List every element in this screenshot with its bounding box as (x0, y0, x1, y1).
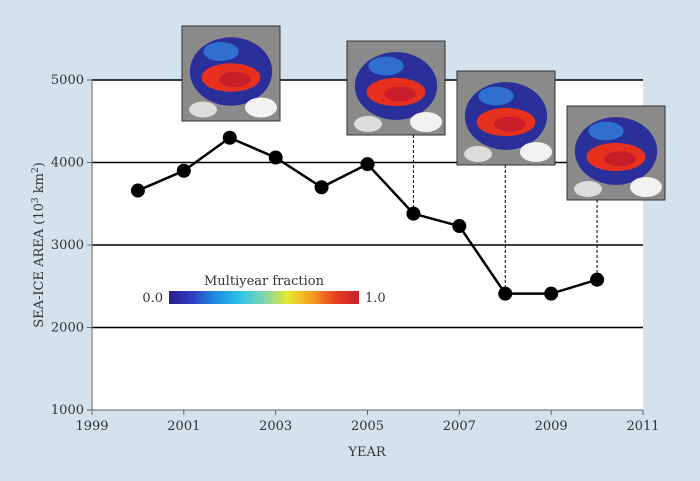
y-tick-label-2000: 2000 (51, 321, 84, 336)
map-land-mass (245, 97, 277, 118)
map-2010 (566, 105, 666, 201)
data-point-2000 (130, 183, 145, 198)
y-axis-label-main: SEA-ICE AREA (10 (32, 203, 47, 328)
map-2002 (181, 25, 281, 122)
x-tick-label-2009: 2009 (535, 419, 568, 434)
x-tick-label-2003: 2003 (259, 419, 292, 434)
map-land-mass (520, 142, 552, 162)
y-axis-label-sup: 3 (31, 197, 41, 203)
data-point-2010 (590, 272, 605, 287)
map-land-mass (574, 181, 602, 197)
data-point-2002 (222, 130, 237, 145)
data-point-2005 (360, 157, 375, 172)
y-axis-label-sup2: 2 (31, 167, 41, 173)
map-land-mass (464, 146, 492, 162)
map-thin-ice (203, 42, 239, 61)
x-axis-label: YEAR (347, 445, 386, 460)
map-2006 (346, 40, 446, 136)
map-land-mass (189, 101, 217, 118)
map-insets (181, 25, 666, 201)
y-tick-label-5000: 5000 (51, 73, 84, 88)
data-point-2001 (176, 163, 191, 178)
map-land-mass (630, 177, 662, 197)
y-tick-label-3000: 3000 (51, 238, 84, 253)
map-land-mass (410, 112, 442, 132)
series-layer (130, 130, 605, 301)
x-tick-label-2005: 2005 (351, 419, 384, 434)
data-point-2008 (498, 286, 513, 301)
y-axis-label-unit: km (32, 173, 47, 197)
colorbar-title: Multiyear fraction (204, 274, 325, 289)
map-2008 (456, 70, 556, 166)
x-tick-label-2007: 2007 (443, 419, 476, 434)
colorbar-gradient (169, 291, 359, 304)
map-multiyear-core (384, 86, 416, 102)
map-thin-ice (588, 121, 624, 141)
colorbar: Multiyear fraction 0.0 1.0 (142, 274, 385, 306)
y-tick-label-4000: 4000 (51, 156, 84, 171)
map-thin-ice (478, 86, 514, 106)
data-point-2007 (452, 219, 467, 234)
data-point-2004 (314, 180, 329, 195)
axes: 1000 2000 3000 4000 5000 1999 2001 2003 2005 2007… (51, 73, 660, 434)
x-tick-label-1999: 1999 (75, 419, 108, 434)
colorbar-max-label: 1.0 (365, 291, 386, 306)
map-multiyear-core (604, 151, 636, 167)
map-multiyear-core (219, 71, 251, 88)
y-axis-label-end: ) (32, 162, 47, 167)
map-land-mass (354, 116, 382, 132)
y-tick-label-1000: 1000 (51, 403, 84, 418)
x-tick-label-2001: 2001 (167, 419, 200, 434)
data-point-2003 (268, 150, 283, 165)
inset-connectors (412, 135, 598, 294)
data-point-2009 (544, 286, 559, 301)
map-multiyear-core (494, 116, 526, 132)
x-tick-label-2011: 2011 (626, 419, 659, 434)
colorbar-min-label: 0.0 (142, 291, 163, 306)
map-thin-ice (368, 56, 404, 76)
data-point-2006 (406, 206, 421, 221)
y-axis-label: SEA-ICE AREA (103 km2) (31, 162, 47, 328)
